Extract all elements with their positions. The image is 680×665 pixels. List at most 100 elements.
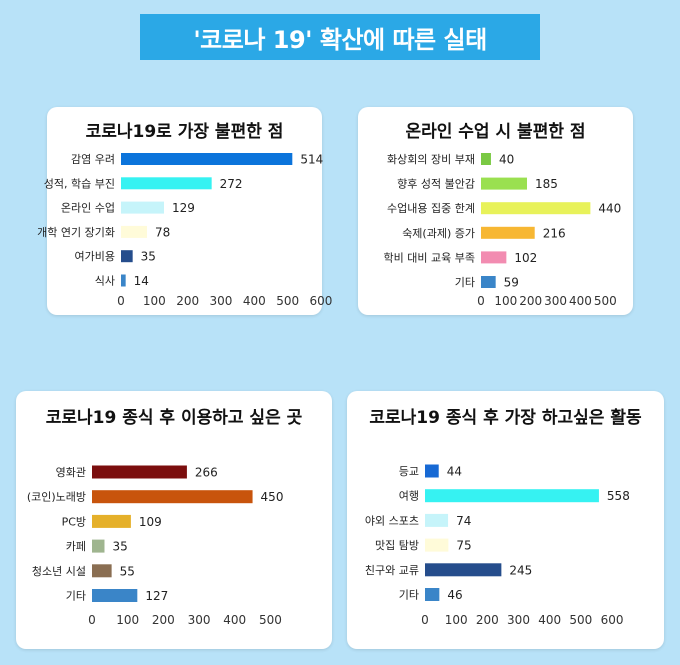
bar-value-label: 216 xyxy=(543,226,566,240)
x-tick-label: 400 xyxy=(538,613,561,627)
bar-value-label: 272 xyxy=(220,177,243,191)
bar-value-label: 35 xyxy=(112,540,127,554)
bar xyxy=(92,539,105,553)
x-tick-label: 200 xyxy=(476,613,499,627)
x-tick-label: 100 xyxy=(494,294,517,308)
x-tick-label: 300 xyxy=(507,613,530,627)
bar-value-label: 46 xyxy=(447,588,462,602)
x-tick-label: 500 xyxy=(594,294,617,308)
bar xyxy=(481,202,591,215)
bar-value-label: 78 xyxy=(155,225,170,239)
bar xyxy=(121,153,293,165)
category-label: 기타 xyxy=(455,276,475,289)
bar xyxy=(481,226,535,239)
x-tick-label: 200 xyxy=(152,613,175,627)
bar-chart-online-class: 화상회의 장비 부재 40 향후 성적 불안감 185 수업내용 집중 한계 440 숙제(… xyxy=(384,153,622,309)
category-label: 학비 대비 교육 부족 xyxy=(384,251,475,264)
category-label: 청소년 시설 xyxy=(32,565,86,578)
chart-title: 코로나19 종식 후 이용하고 싶은 곳 xyxy=(45,408,303,428)
x-tick-label: 400 xyxy=(223,613,246,627)
bar-value-label: 44 xyxy=(447,465,462,479)
x-tick-label: 400 xyxy=(569,294,592,308)
x-tick-label: 300 xyxy=(188,613,211,627)
x-tick-label: 200 xyxy=(176,294,199,308)
x-tick-label: 100 xyxy=(445,613,468,627)
bar xyxy=(425,513,449,527)
bar-value-label: 185 xyxy=(535,177,558,191)
bar-chart-activities: 등교 44 여행 558 야외 스포츠 74 맛집 탐방 75 친구와 교류 245 기타 46 0 10… xyxy=(365,464,630,627)
bar xyxy=(92,514,131,528)
x-tick-label: 600 xyxy=(601,613,624,627)
bar-value-label: 35 xyxy=(141,250,156,264)
category-label: 야외 스포츠 xyxy=(365,514,419,527)
category-label: 숙제(과제) 증가 xyxy=(402,227,475,240)
bar-value-label: 450 xyxy=(261,490,284,504)
bar xyxy=(481,153,491,165)
bar xyxy=(121,250,133,263)
category-label: 영화관 xyxy=(56,466,86,479)
x-tick-label: 500 xyxy=(569,613,592,627)
bar-value-label: 109 xyxy=(139,515,162,529)
x-tick-label: 100 xyxy=(143,294,166,308)
chart-card-inconvenience: 코로나19로 가장 불편한 점 감염 우려 514 성적, 학습 부진 272 온라인 … xyxy=(37,107,332,315)
chart-card-places: 코로나19 종식 후 이용하고 싶은 곳 영화관 266 (코인)노래방 450 PC방… xyxy=(16,391,332,649)
bar xyxy=(425,538,449,552)
category-label: 성적, 학습 부진 xyxy=(44,177,115,190)
category-label: 기타 xyxy=(399,589,419,602)
bar xyxy=(92,589,138,602)
bar-value-label: 59 xyxy=(504,276,519,290)
x-tick-label: 500 xyxy=(259,613,282,627)
chart-title: 코로나19 종식 후 가장 하고싶은 활동 xyxy=(369,408,642,428)
x-tick-label: 200 xyxy=(519,294,542,308)
category-label: PC방 xyxy=(62,515,86,528)
category-label: 향후 성적 불안감 xyxy=(397,178,475,191)
bar xyxy=(425,588,440,601)
category-label: 등교 xyxy=(399,465,419,478)
chart-title: 온라인 수업 시 불편한 점 xyxy=(405,122,586,142)
bar xyxy=(121,225,147,238)
bar xyxy=(92,465,187,479)
category-label: 여가비용 xyxy=(75,250,115,263)
bar-value-label: 129 xyxy=(172,201,195,215)
chart-card-activities: 코로나19 종식 후 가장 하고싶은 활동 등교 44 여행 558 야외 스포츠 74 맛… xyxy=(347,391,664,649)
x-tick-label: 300 xyxy=(544,294,567,308)
bar xyxy=(121,274,126,287)
bar xyxy=(92,490,253,504)
bar-value-label: 558 xyxy=(607,489,630,503)
bar xyxy=(425,563,502,577)
bar xyxy=(92,564,112,578)
bar-value-label: 127 xyxy=(145,589,168,603)
bar-value-label: 440 xyxy=(598,202,621,216)
bar xyxy=(121,177,212,190)
category-label: 식사 xyxy=(95,275,115,288)
chart-title: 코로나19로 가장 불편한 점 xyxy=(85,122,284,142)
chart-card-online-class: 온라인 수업 시 불편한 점 화상회의 장비 부재 40 향후 성적 불안감 185 수… xyxy=(358,107,633,315)
category-label: 카페 xyxy=(66,540,86,553)
bar-value-label: 514 xyxy=(300,153,323,167)
x-tick-label: 600 xyxy=(310,294,333,308)
category-label: 수업내용 집중 한계 xyxy=(387,202,475,215)
category-label: 친구와 교류 xyxy=(365,564,419,577)
bar xyxy=(425,464,439,478)
bar xyxy=(425,489,599,503)
bar-value-label: 75 xyxy=(456,539,471,553)
bar-value-label: 55 xyxy=(120,564,135,578)
x-tick-label: 400 xyxy=(243,294,266,308)
banner-title: '코로나 19' 확산에 따른 실태 xyxy=(140,14,540,60)
bar xyxy=(481,251,507,264)
bar-chart-inconvenience: 감염 우려 514 성적, 학습 부진 272 온라인 수업 129 개학 연기 장기화 78… xyxy=(37,153,332,309)
bar-chart-places: 영화관 266 (코인)노래방 450 PC방 109 카페 35 청소년 시설 55 기타 127 0… xyxy=(27,465,284,627)
x-tick-label: 0 xyxy=(88,613,96,627)
category-label: 여행 xyxy=(399,490,419,503)
category-label: 개학 연기 장기화 xyxy=(37,226,115,239)
x-tick-label: 300 xyxy=(210,294,233,308)
bar xyxy=(481,276,496,288)
bar xyxy=(121,201,164,214)
bar xyxy=(481,177,527,190)
x-tick-label: 0 xyxy=(421,613,429,627)
category-label: 맛집 탐방 xyxy=(375,539,419,552)
category-label: 기타 xyxy=(66,590,86,603)
category-label: 온라인 수업 xyxy=(61,202,115,215)
category-label: (코인)노래방 xyxy=(27,491,86,504)
bar-value-label: 266 xyxy=(195,466,218,480)
